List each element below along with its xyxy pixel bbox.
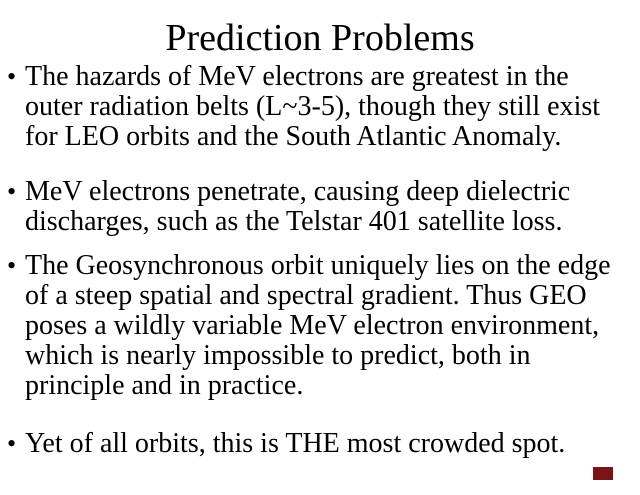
- bullet-item: • The Geosynchronous orbit uniquely lies…: [7, 251, 617, 401]
- bullet-text: The Geosynchronous orbit uniquely lies o…: [25, 250, 611, 401]
- bullet-icon: •: [7, 251, 17, 280]
- bullet-text: The hazards of MeV electrons are greates…: [25, 61, 601, 152]
- slide-title: Prediction Problems: [165, 17, 475, 59]
- slide: Prediction Problems • The hazards of MeV…: [0, 15, 640, 495]
- bullet-text: Yet of all orbits, this is THE most crow…: [25, 428, 566, 459]
- bullet-icon: •: [7, 429, 17, 458]
- bullet-item: • Yet of all orbits, this is THE most cr…: [7, 429, 617, 459]
- bullet-item: • The hazards of MeV electrons are great…: [7, 62, 617, 152]
- corner-marker: [593, 467, 613, 480]
- bullet-icon: •: [7, 62, 17, 91]
- bullet-text: MeV electrons penetrate, causing deep di…: [25, 176, 571, 237]
- bullet-list: • The hazards of MeV electrons are great…: [0, 61, 640, 459]
- bullet-icon: •: [7, 177, 17, 206]
- bullet-item: • MeV electrons penetrate, causing deep …: [7, 177, 617, 237]
